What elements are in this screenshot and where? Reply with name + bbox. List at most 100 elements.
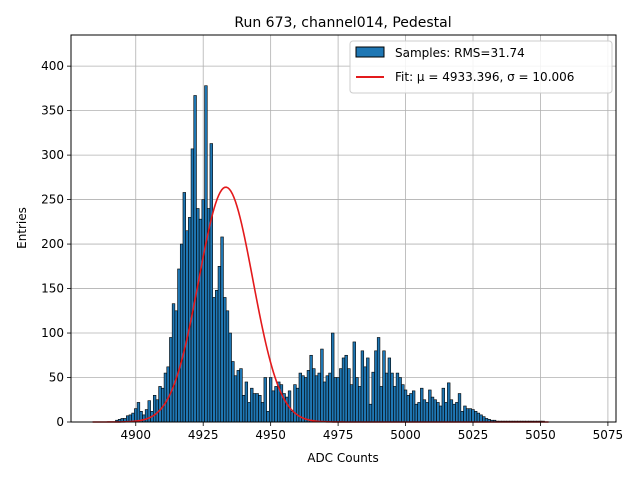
histogram-bar	[444, 402, 448, 423]
histogram-bars	[115, 85, 545, 423]
histogram-bar	[206, 208, 211, 423]
histogram-bar	[196, 208, 200, 423]
histogram-bar	[320, 348, 324, 423]
histogram-bar	[363, 366, 367, 423]
x-tick-label: 5050	[525, 428, 556, 442]
legend: Samples: RMS=31.74 Fit: μ = 4933.396, σ …	[349, 40, 613, 94]
histogram-bar	[134, 408, 138, 423]
histogram-bar	[441, 387, 445, 423]
histogram-bar	[217, 266, 222, 423]
y-axis: 0 50 100 150 200 250 300 350 400	[41, 59, 71, 429]
histogram-bar	[411, 390, 416, 423]
histogram-bar	[325, 375, 329, 423]
histogram-bar	[447, 382, 451, 423]
legend-swatch-samples	[355, 46, 385, 58]
histogram-bar	[244, 381, 249, 423]
histogram-bar	[231, 361, 235, 423]
histogram-bar	[171, 303, 176, 423]
histogram-bar	[390, 372, 394, 423]
y-tick-label: 150	[41, 282, 64, 296]
histogram-bar	[263, 377, 267, 423]
histogram-bar	[236, 370, 240, 423]
x-axis-label: ADC Counts	[307, 451, 379, 465]
histogram-bar	[465, 408, 470, 423]
histogram-bar	[317, 372, 321, 423]
plot-frame	[70, 34, 617, 423]
histogram-bar	[331, 332, 335, 423]
histogram-bar	[193, 95, 197, 423]
histogram-bar	[414, 403, 418, 423]
histogram-bar	[393, 386, 397, 423]
histogram-bar	[233, 375, 238, 423]
histogram-bar	[295, 387, 300, 423]
histogram-bar	[136, 402, 141, 423]
histogram-bar	[385, 372, 389, 423]
x-tick-label: 4975	[323, 428, 354, 442]
histogram-bar	[406, 395, 410, 423]
histogram-bar	[376, 337, 381, 423]
histogram-bar	[309, 354, 313, 423]
histogram-bar	[174, 310, 178, 423]
y-tick-label: 250	[41, 193, 64, 207]
histogram-bar	[239, 368, 243, 423]
histogram-bar	[212, 297, 216, 423]
legend-label-samples: Samples: RMS=31.74	[395, 46, 525, 60]
histogram-bar	[403, 389, 408, 423]
histogram-bar	[201, 199, 205, 423]
histogram-bar	[269, 377, 273, 423]
histogram-bar	[258, 395, 262, 423]
histogram-bar	[142, 414, 146, 423]
x-tick-label: 5000	[390, 428, 421, 442]
histogram-bar	[228, 332, 232, 423]
x-axis: 4900 4925 4950 4975 5000 5025 5050 5075	[120, 422, 623, 442]
histogram-bar	[198, 218, 203, 423]
histogram-bar	[242, 395, 246, 423]
histogram-bar	[479, 414, 483, 423]
x-tick-label: 4900	[120, 428, 151, 442]
histogram-bar	[260, 402, 265, 423]
histogram-bar	[252, 393, 257, 423]
histogram-bar	[422, 399, 427, 423]
y-tick-label: 0	[56, 415, 64, 429]
histogram-bar	[382, 350, 386, 423]
histogram-bar	[190, 148, 195, 423]
histogram-bar	[166, 366, 170, 423]
histogram-bar	[223, 297, 227, 423]
histogram-bar	[314, 375, 319, 423]
histogram-bar	[430, 396, 435, 423]
histogram-bar	[266, 411, 270, 423]
histogram-bar	[301, 375, 305, 423]
histogram-bar	[417, 402, 421, 423]
y-tick-label: 50	[49, 371, 64, 385]
histogram-bar	[476, 412, 481, 423]
histogram-bar	[395, 372, 400, 423]
histogram-bar	[182, 192, 186, 423]
y-tick-label: 300	[41, 148, 64, 162]
histogram-bar	[339, 368, 343, 423]
legend-label-fit: Fit: μ = 4933.396, σ = 10.006	[395, 70, 574, 84]
histogram-bar	[360, 350, 365, 423]
histogram-bar	[438, 405, 443, 423]
histogram-bar	[298, 372, 302, 423]
histogram-bar	[328, 372, 332, 423]
histogram-bar	[333, 377, 338, 423]
chart-title: Run 673, channel014, Pedestal	[234, 15, 451, 31]
histogram-bar	[371, 371, 375, 423]
histogram-bar	[420, 387, 424, 423]
histogram-bar	[169, 337, 173, 423]
x-tick-label: 4950	[255, 428, 286, 442]
histogram-bar	[352, 341, 356, 423]
histogram-bar	[347, 368, 351, 423]
histogram-bar	[368, 403, 373, 423]
histogram-bar	[247, 402, 251, 423]
histogram-bar	[401, 384, 405, 423]
histogram-bar	[312, 368, 316, 423]
histogram-bar	[409, 393, 413, 423]
histogram-bar	[290, 411, 294, 423]
histogram-bar	[425, 402, 429, 423]
histogram-bar	[344, 354, 348, 423]
histogram-bar	[209, 143, 213, 423]
histogram-bar	[336, 377, 340, 423]
histogram-bar	[449, 399, 454, 423]
